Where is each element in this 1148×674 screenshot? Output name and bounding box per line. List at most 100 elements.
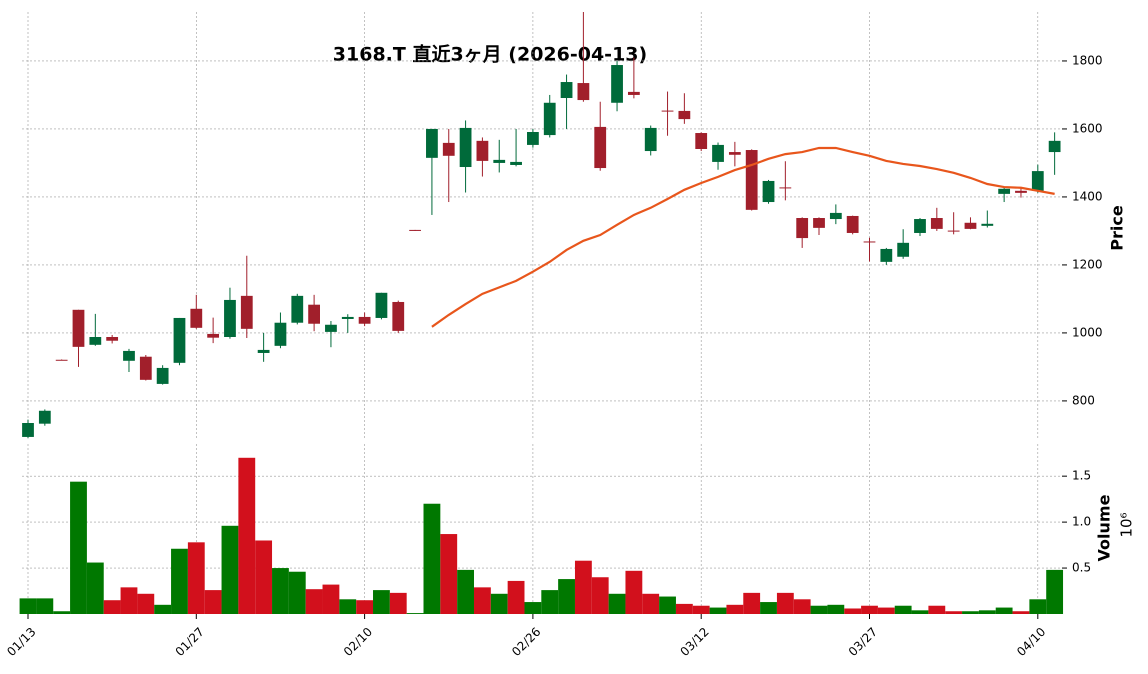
candle-body [661, 110, 674, 112]
volume-bar [288, 571, 306, 614]
volume-tick-label: 0.5 [1072, 561, 1091, 575]
volume-bar [675, 603, 693, 614]
volume-bar [120, 587, 138, 614]
y-tick-label: 1200 [1072, 257, 1103, 271]
candle-body [560, 82, 573, 99]
volume-bar [625, 570, 643, 614]
candle-body [779, 187, 792, 189]
x-tick-label: 04/10 [1014, 625, 1048, 659]
candle-body [22, 423, 34, 437]
chart-title: 3168.T 直近3ヶ月 (2026-04-13) [333, 43, 647, 66]
volume-bar [473, 587, 491, 614]
y-tick-label: 1600 [1072, 121, 1103, 135]
volume-bar [389, 592, 407, 614]
candle-body [139, 356, 152, 380]
volume-bar [524, 602, 542, 614]
volume-bar [793, 599, 811, 614]
volume-bar [995, 607, 1013, 614]
candle-body [308, 304, 321, 324]
candle-body [274, 322, 287, 346]
candle-body [745, 150, 758, 210]
candle-body [762, 180, 775, 203]
candle-body [510, 161, 522, 165]
volume-bar [221, 525, 239, 614]
candle-body [190, 308, 203, 328]
candle-body [257, 349, 270, 353]
candle-body [291, 295, 304, 323]
candle-body [813, 218, 825, 228]
volume-bar [844, 608, 862, 614]
candle-body [880, 248, 893, 262]
volume-bar [659, 596, 676, 614]
candle-body [594, 126, 607, 169]
volume-bar [322, 584, 340, 614]
candle-body [829, 212, 842, 220]
volume-bar [642, 593, 660, 614]
candle-body [1031, 171, 1044, 191]
candle-body [712, 144, 724, 162]
volume-bar [406, 613, 424, 614]
candle-body [981, 223, 994, 226]
volume-bar [103, 600, 121, 614]
candle-body [409, 229, 421, 231]
candle-body [930, 218, 943, 229]
candle-body [577, 83, 590, 101]
volume-bar [423, 503, 441, 614]
volume-bar [591, 577, 609, 614]
candle-body [964, 222, 977, 229]
volume-bar [238, 457, 256, 614]
candle-body [644, 127, 657, 152]
volume-bar [743, 592, 761, 614]
volume-bar [558, 579, 575, 614]
volume-bar [541, 590, 559, 614]
x-tick-label: 03/27 [846, 625, 880, 659]
candle-body [123, 350, 135, 361]
candle-body [1015, 190, 1027, 193]
volume-bar [272, 568, 289, 614]
volume-bar [760, 602, 777, 614]
candle-body [207, 333, 220, 338]
volume-bar [574, 560, 592, 614]
candle-body [914, 219, 926, 233]
candle-body [240, 295, 253, 329]
volume-bar [339, 599, 357, 614]
volume-bar [490, 593, 508, 614]
volume-bar [1029, 599, 1047, 614]
y-tick-label: 1800 [1072, 53, 1103, 67]
volume-bar [70, 481, 87, 614]
volume-bar [911, 610, 929, 614]
volume-bar [894, 605, 912, 614]
candle-body [998, 188, 1011, 194]
volume-bar [36, 598, 54, 614]
candle-body [476, 140, 489, 161]
candle-body [627, 91, 640, 95]
candle-body [846, 215, 859, 233]
y-tick-label: 800 [1072, 393, 1095, 407]
candle-body [442, 142, 455, 156]
candle-body [863, 241, 876, 243]
volume-bar [945, 611, 963, 614]
volume-bar [928, 605, 946, 614]
candle-body [947, 230, 960, 232]
candle-body [173, 317, 186, 363]
volume-bar [776, 592, 794, 614]
candle-body [72, 309, 85, 347]
volume-bar [810, 605, 828, 614]
candle-body [106, 336, 119, 341]
volume-bar [255, 540, 273, 614]
volume-bar [154, 604, 172, 614]
candle-body [527, 132, 539, 145]
volume-bar [962, 611, 979, 614]
candle-body [728, 152, 741, 155]
volume-bar [53, 611, 71, 614]
volume-bar [137, 593, 155, 614]
candle-body [55, 359, 68, 361]
candle-body [695, 133, 708, 150]
candle-body [611, 65, 623, 103]
volume-bar [204, 590, 222, 614]
volume-bar [187, 542, 205, 614]
candle-body [678, 110, 691, 120]
x-tick-label: 01/27 [173, 625, 207, 659]
volume-bar [861, 605, 878, 614]
volume-bar [726, 604, 744, 614]
